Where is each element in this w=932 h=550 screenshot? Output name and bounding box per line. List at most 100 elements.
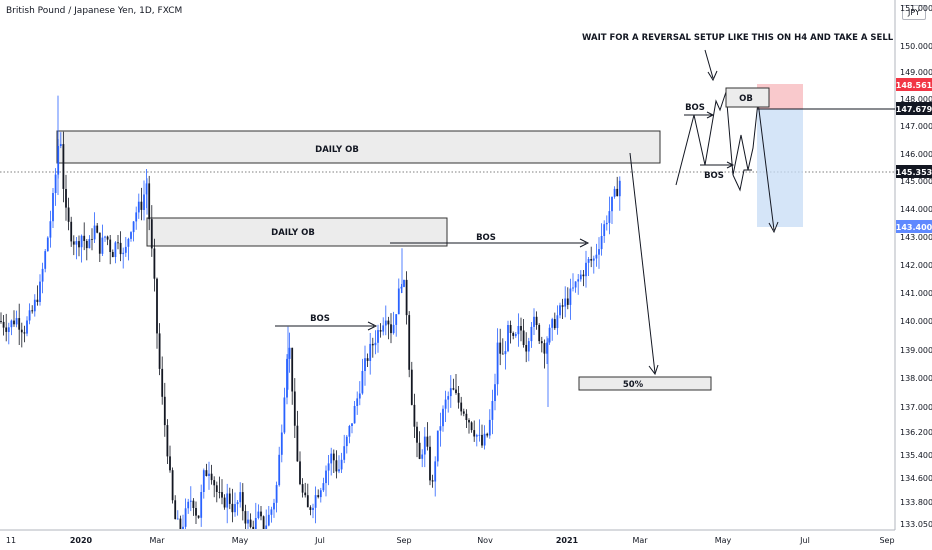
candle-body: [163, 396, 166, 426]
candle-body: [111, 252, 114, 258]
candle-body: [582, 274, 585, 277]
candle-body: [122, 252, 125, 255]
candle-body: [478, 434, 481, 436]
candle-body: [371, 343, 374, 346]
candle-body: [244, 511, 247, 524]
price-tick-label: 146.000: [900, 150, 932, 159]
candle-body: [41, 268, 44, 282]
candle-body: [600, 236, 603, 250]
take-profit-zone[interactable]: [757, 109, 803, 227]
candle-body: [598, 249, 600, 255]
candle-body: [291, 347, 294, 392]
bos-arrow-1[interactable]: [275, 321, 378, 331]
candle-body: [392, 324, 395, 334]
candle-body: [137, 201, 140, 213]
daily-ob-box-upper[interactable]: [56, 130, 661, 164]
time-tick-label: May: [232, 536, 249, 545]
daily-ob-label-upper: DAILY OB: [315, 145, 359, 155]
candle-body: [410, 369, 413, 405]
candle-body: [119, 242, 122, 255]
bos-arrow-2[interactable]: [390, 238, 590, 248]
fifty-percent-box[interactable]: [578, 376, 712, 391]
projection-arrow[interactable]: [629, 152, 659, 376]
candle-body: [283, 397, 286, 433]
candle-body: [143, 194, 145, 210]
candle-body: [215, 485, 218, 492]
time-axis[interactable]: 11 2020 Mar May Jul Sep Nov 2021 Mar May Jul Sep: [6, 536, 895, 545]
candle-body: [361, 371, 364, 394]
candle-body: [169, 456, 171, 471]
candle-body: [59, 144, 62, 146]
price-tick-label: 149.000: [900, 68, 932, 77]
price-tick-label: 134.600: [900, 474, 932, 483]
candle-body: [132, 221, 135, 233]
candle-body: [408, 315, 411, 370]
candle-body: [585, 262, 587, 277]
candle-body: [260, 511, 262, 517]
candle-body: [413, 404, 416, 427]
price-tick-label: 148.000: [900, 95, 932, 104]
price-axis[interactable]: 151.000 150.000 149.000 148.000 147.000 146.0…: [900, 4, 932, 529]
svg-text:145.353: 145.353: [896, 168, 932, 177]
candle-body: [332, 453, 335, 461]
time-tick-label: Jul: [314, 536, 325, 545]
candle-body: [473, 430, 476, 437]
candle-body: [286, 358, 288, 398]
candle-body: [577, 279, 580, 282]
price-tick-label: 133.800: [900, 498, 932, 507]
bos-label-1: BOS: [310, 314, 330, 324]
candle-body: [184, 508, 187, 527]
candle-body: [270, 509, 273, 515]
candle-body: [267, 514, 270, 526]
candle-body: [166, 425, 169, 457]
candle-body: [421, 454, 424, 459]
candle-body: [117, 242, 119, 244]
badge-stop: 148.561: [896, 78, 932, 91]
candle-body: [223, 497, 226, 508]
daily-ob-box-lower[interactable]: [146, 217, 448, 247]
time-tick-label: 2020: [70, 536, 93, 545]
candle-body: [33, 299, 36, 312]
candle-body: [65, 189, 67, 208]
candle-body: [299, 461, 301, 485]
candle-body: [197, 515, 200, 518]
candle-body: [444, 399, 447, 409]
candle-body: [148, 183, 151, 220]
candle-body: [26, 320, 28, 334]
candle-body: [595, 254, 598, 259]
candle-body: [322, 483, 325, 491]
candle-body: [618, 180, 621, 197]
candle-body: [366, 358, 369, 361]
candle-body: [501, 353, 504, 355]
candle-body: [491, 401, 494, 420]
candle-body: [5, 327, 8, 332]
currency-button[interactable]: JPY: [902, 5, 926, 20]
candle-body: [304, 492, 307, 496]
candle-body: [546, 342, 548, 354]
candle-body: [327, 463, 330, 471]
candle-body: [579, 274, 582, 280]
candle-body: [535, 316, 538, 325]
candle-body: [106, 236, 109, 240]
candle-body: [374, 342, 377, 346]
candle-body: [449, 388, 452, 397]
candle-body: [187, 501, 190, 509]
time-tick-label: May: [715, 536, 732, 545]
candle-body: [387, 320, 390, 325]
candle-body: [213, 480, 216, 486]
price-tick-label: 144.000: [900, 205, 932, 214]
candle-body: [101, 237, 104, 254]
candle-body: [319, 490, 322, 498]
candle-body: [592, 258, 595, 261]
h4-ob-box[interactable]: [725, 87, 770, 108]
candle-body: [210, 473, 213, 481]
candle-body: [475, 435, 478, 437]
candle-body: [343, 446, 346, 460]
candle-body: [293, 391, 296, 426]
candle-body: [603, 224, 606, 236]
candle-body: [527, 341, 530, 352]
candle-body: [312, 507, 314, 510]
candle-body: [93, 225, 96, 240]
candle-body: [553, 319, 556, 329]
candle-body: [39, 281, 41, 302]
